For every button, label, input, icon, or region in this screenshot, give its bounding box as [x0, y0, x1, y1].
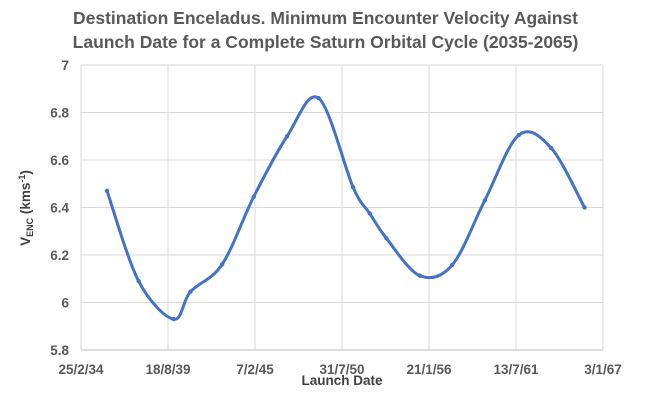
y-tick-label: 6.6 — [50, 153, 69, 168]
x-tick-label: 31/7/50 — [319, 362, 364, 377]
tick-labels: 5.8 6 6.2 6.4 6.6 6.8 7 25/2/34 18/8/39 7/2/45 31/… — [50, 58, 622, 377]
data-point — [449, 262, 455, 268]
series-line — [105, 95, 587, 321]
series-markers — [104, 96, 587, 322]
y-label-main: V — [18, 237, 33, 246]
data-point — [316, 96, 321, 101]
data-point — [417, 273, 422, 278]
data-point — [516, 132, 522, 138]
data-point — [284, 134, 290, 139]
x-tick-label: 7/2/45 — [236, 362, 274, 377]
data-point — [350, 185, 356, 190]
y-label-close: ) — [18, 170, 33, 175]
y-label-unit: (kms — [18, 183, 33, 218]
y-tick-label: 5.8 — [50, 343, 69, 358]
gridlines — [80, 64, 604, 351]
data-point — [136, 278, 141, 284]
data-point — [219, 262, 225, 267]
chart-title-line-1: Destination Enceladus. Minimum Encounter… — [73, 8, 578, 28]
data-point — [582, 205, 587, 210]
data-point — [251, 194, 256, 200]
data-point — [367, 211, 372, 216]
data-point — [384, 236, 389, 241]
data-point — [188, 289, 193, 295]
x-tick-label: 21/1/56 — [406, 362, 452, 377]
data-point — [171, 316, 176, 322]
x-tick-label: 18/8/39 — [145, 362, 190, 377]
x-tick-label: 13/7/61 — [493, 362, 539, 377]
chart-title-line-2: Launch Date for a Complete Saturn Orbita… — [72, 32, 579, 52]
y-axis-label: VENC (kms-1) — [17, 170, 35, 246]
x-axis-label: Launch Date — [301, 373, 383, 388]
x-tick-label: 3/1/67 — [584, 362, 622, 377]
y-label-sub: ENC — [25, 217, 35, 237]
data-point — [549, 145, 554, 151]
y-tick-label: 6 — [61, 296, 69, 311]
y-tick-label: 6.4 — [50, 201, 69, 216]
y-label-sup: -1 — [17, 175, 27, 183]
chart-title: Destination Enceladus. Minimum Encounter… — [0, 6, 651, 54]
y-tick-label: 6.8 — [50, 106, 69, 121]
data-point — [104, 188, 110, 194]
x-tick-label: 25/2/34 — [58, 362, 104, 377]
y-tick-label: 6.2 — [50, 248, 69, 263]
data-point — [482, 198, 488, 203]
y-tick-label: 7 — [61, 58, 69, 73]
